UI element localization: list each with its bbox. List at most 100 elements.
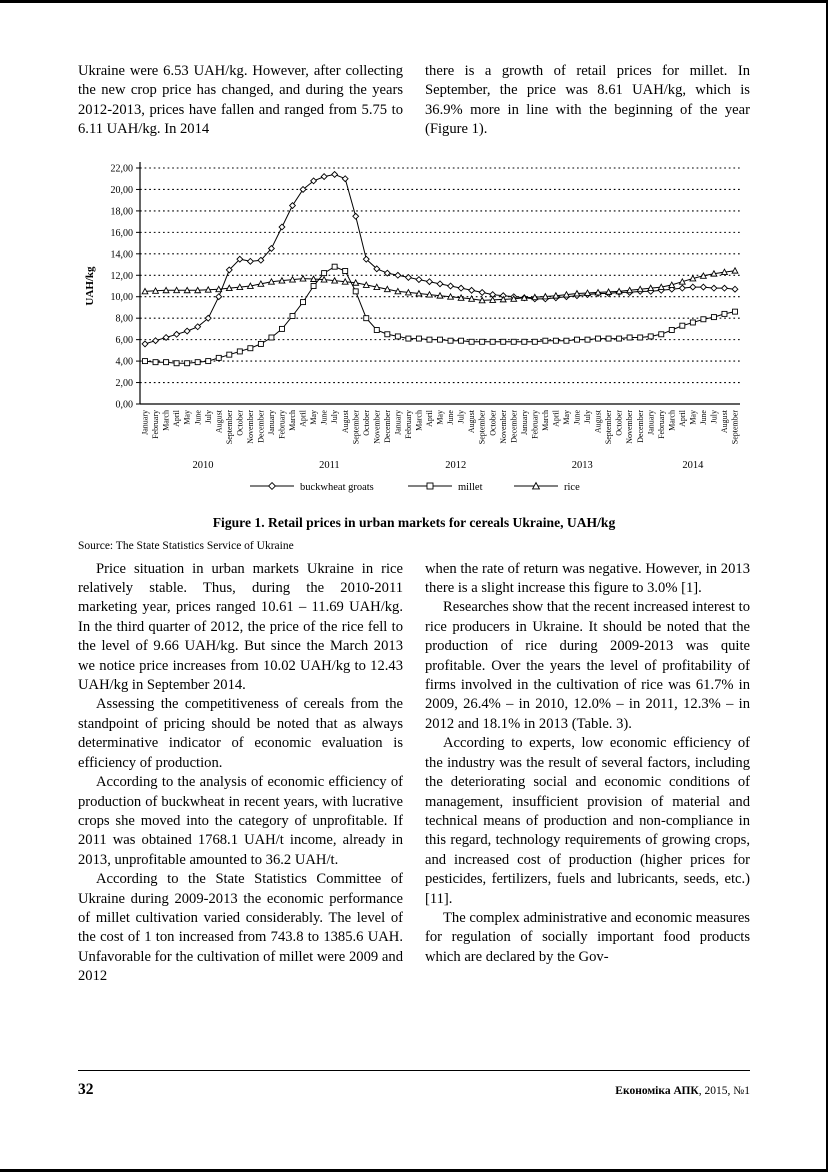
svg-text:June: June	[193, 409, 202, 424]
journal-name: Економіка АПК	[615, 1085, 699, 1097]
svg-text:millet: millet	[458, 481, 483, 492]
svg-text:February: February	[278, 410, 287, 439]
svg-text:January: January	[646, 410, 655, 435]
figure-source: Source: The State Statistics Service of …	[78, 539, 294, 552]
paragraph: The complex administrative and economic …	[425, 909, 750, 965]
svg-text:October: October	[362, 409, 371, 435]
svg-text:buckwheat groats: buckwheat groats	[300, 481, 374, 492]
paragraph: Assessing the competitiveness of cereals…	[78, 696, 403, 771]
svg-text:July: July	[583, 410, 592, 423]
paragraph: Researches show that the recent increase…	[425, 599, 750, 732]
svg-text:April: April	[172, 409, 181, 427]
svg-text:December: December	[383, 409, 392, 442]
svg-text:September: September	[731, 409, 740, 444]
svg-text:18,00: 18,00	[111, 206, 134, 217]
svg-text:July: July	[330, 410, 339, 423]
svg-text:December: December	[509, 409, 518, 442]
svg-text:July: July	[204, 410, 213, 423]
body-right-column: when the rate of return was negative. Ho…	[425, 560, 750, 987]
svg-text:August: August	[720, 409, 729, 433]
svg-text:May: May	[183, 410, 192, 425]
svg-text:April: April	[299, 409, 308, 427]
svg-text:August: August	[341, 409, 350, 433]
svg-text:22,00: 22,00	[111, 163, 134, 174]
page-number: 32	[78, 1081, 94, 1098]
svg-text:August: August	[214, 409, 223, 433]
paragraph: Price situation in urban markets Ukraine…	[78, 560, 403, 694]
svg-text:2011: 2011	[319, 460, 340, 471]
svg-text:March: March	[541, 410, 550, 431]
svg-text:March: March	[288, 410, 297, 431]
figure-1: 0,00 2,00 4,00 6,00 8,00 10,00 12,00 14,00 16,00…	[78, 152, 750, 552]
svg-text:May: May	[309, 410, 318, 425]
svg-text:September: September	[351, 409, 360, 444]
svg-text:2010: 2010	[192, 460, 213, 471]
svg-text:June: June	[320, 409, 329, 424]
retail-prices-chart: 0,00 2,00 4,00 6,00 8,00 10,00 12,00 14,00 16,00…	[78, 152, 750, 503]
svg-text:August: August	[467, 409, 476, 433]
svg-text:September: September	[604, 409, 613, 444]
intro-right-column: there is a growth of retail prices for m…	[425, 63, 750, 138]
svg-text:June: June	[446, 409, 455, 424]
svg-text:December: December	[256, 409, 265, 442]
svg-text:14,00: 14,00	[111, 249, 134, 260]
paragraph: According to the analysis of economic ef…	[78, 774, 403, 868]
svg-text:September: September	[478, 409, 487, 444]
svg-text:April: April	[551, 409, 560, 427]
svg-text:2,00: 2,00	[116, 378, 134, 389]
svg-text:0,00: 0,00	[116, 399, 134, 410]
svg-text:February: February	[404, 410, 413, 439]
svg-text:UAH/kg: UAH/kg	[84, 266, 96, 306]
scan-edge-right	[826, 0, 828, 1172]
figure-caption: Figure 1. Retail prices in urban markets…	[212, 514, 616, 530]
scan-edge-bottom	[0, 1169, 828, 1172]
paragraph: According to the State Statistics Commit…	[78, 871, 403, 985]
svg-text:May: May	[562, 410, 571, 425]
intro-left-column: Ukraine were 6.53 UAH/kg. However, after…	[78, 63, 403, 138]
svg-text:2013: 2013	[572, 460, 593, 471]
svg-text:2014: 2014	[682, 460, 704, 471]
svg-text:January: January	[141, 410, 150, 435]
svg-text:March: March	[415, 410, 424, 431]
svg-text:February: February	[151, 410, 160, 439]
svg-text:May: May	[688, 410, 697, 425]
page-footer: 32 Економіка АПК, 2015, №1	[78, 1070, 750, 1099]
svg-text:20,00: 20,00	[111, 185, 134, 196]
paragraph: when the rate of return was negative. Ho…	[425, 560, 750, 597]
svg-text:November: November	[499, 409, 508, 443]
svg-text:rice: rice	[564, 481, 580, 492]
svg-text:August: August	[594, 409, 603, 433]
svg-text:8,00: 8,00	[116, 313, 134, 324]
svg-text:January: January	[520, 410, 529, 435]
body-text: Price situation in urban markets Ukraine…	[78, 560, 750, 987]
body-left-column: Price situation in urban markets Ukraine…	[78, 560, 403, 987]
svg-text:October: October	[615, 409, 624, 435]
svg-text:2012: 2012	[445, 460, 466, 471]
svg-text:December: December	[636, 409, 645, 442]
line-chart-svg: 0,00 2,00 4,00 6,00 8,00 10,00 12,00 14,00 16,00…	[84, 161, 740, 492]
svg-text:6,00: 6,00	[116, 335, 134, 346]
svg-text:July: July	[457, 410, 466, 423]
journal-reference: Економіка АПК, 2015, №1	[615, 1085, 750, 1097]
svg-text:September: September	[225, 409, 234, 444]
svg-text:November: November	[372, 409, 381, 443]
page-content: Ukraine were 6.53 UAH/kg. However, after…	[78, 62, 750, 987]
svg-text:January: January	[393, 410, 402, 435]
svg-text:4,00: 4,00	[116, 356, 134, 367]
svg-text:February: February	[530, 410, 539, 439]
svg-text:12,00: 12,00	[111, 270, 134, 281]
svg-text:April: April	[678, 409, 687, 427]
svg-text:November: November	[246, 409, 255, 443]
intro-text: Ukraine were 6.53 UAH/kg. However, after…	[78, 62, 750, 140]
scan-edge-top	[0, 0, 828, 3]
svg-text:October: October	[488, 409, 497, 435]
paragraph: According to experts, low economic effic…	[425, 735, 750, 907]
svg-text:16,00: 16,00	[111, 227, 134, 238]
svg-text:June: June	[573, 409, 582, 424]
svg-text:10,00: 10,00	[111, 292, 134, 303]
svg-text:March: March	[667, 410, 676, 431]
svg-text:February: February	[657, 410, 666, 439]
svg-text:November: November	[625, 409, 634, 443]
svg-text:January: January	[267, 410, 276, 435]
